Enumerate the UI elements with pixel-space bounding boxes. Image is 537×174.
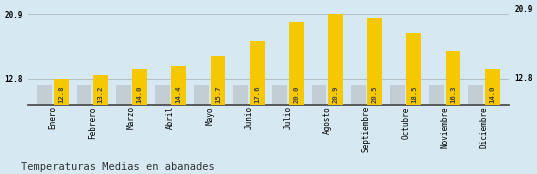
Bar [351,85,366,105]
Bar [485,69,499,105]
Bar [367,18,382,105]
Bar [429,85,444,105]
Text: 12.8: 12.8 [58,86,64,103]
Text: 20.5: 20.5 [372,86,378,103]
Bar [155,85,170,105]
Bar [194,85,209,105]
Text: 14.0: 14.0 [489,86,495,103]
Text: 13.2: 13.2 [97,86,104,103]
Bar [76,85,91,105]
Text: 14.0: 14.0 [136,86,143,103]
Bar [407,33,422,105]
Bar [250,41,265,105]
Text: 18.5: 18.5 [411,86,417,103]
Bar [311,85,326,105]
Text: Temperaturas Medias en abanades: Temperaturas Medias en abanades [21,162,215,172]
Bar [54,79,69,105]
Bar [132,69,147,105]
Bar [272,85,287,105]
Bar [211,56,226,105]
Text: 20.9: 20.9 [332,86,338,103]
Bar [233,85,248,105]
Bar [390,85,405,105]
Bar [289,22,304,105]
Text: 14.4: 14.4 [176,86,182,103]
Text: 15.7: 15.7 [215,86,221,103]
Bar [115,85,130,105]
Bar [328,14,343,105]
Bar [93,76,108,105]
Bar [446,51,461,105]
Text: 20.0: 20.0 [293,86,299,103]
Bar [171,66,186,105]
Bar [468,85,483,105]
Text: 17.6: 17.6 [254,86,260,103]
Text: 16.3: 16.3 [450,86,456,103]
Bar [38,85,52,105]
